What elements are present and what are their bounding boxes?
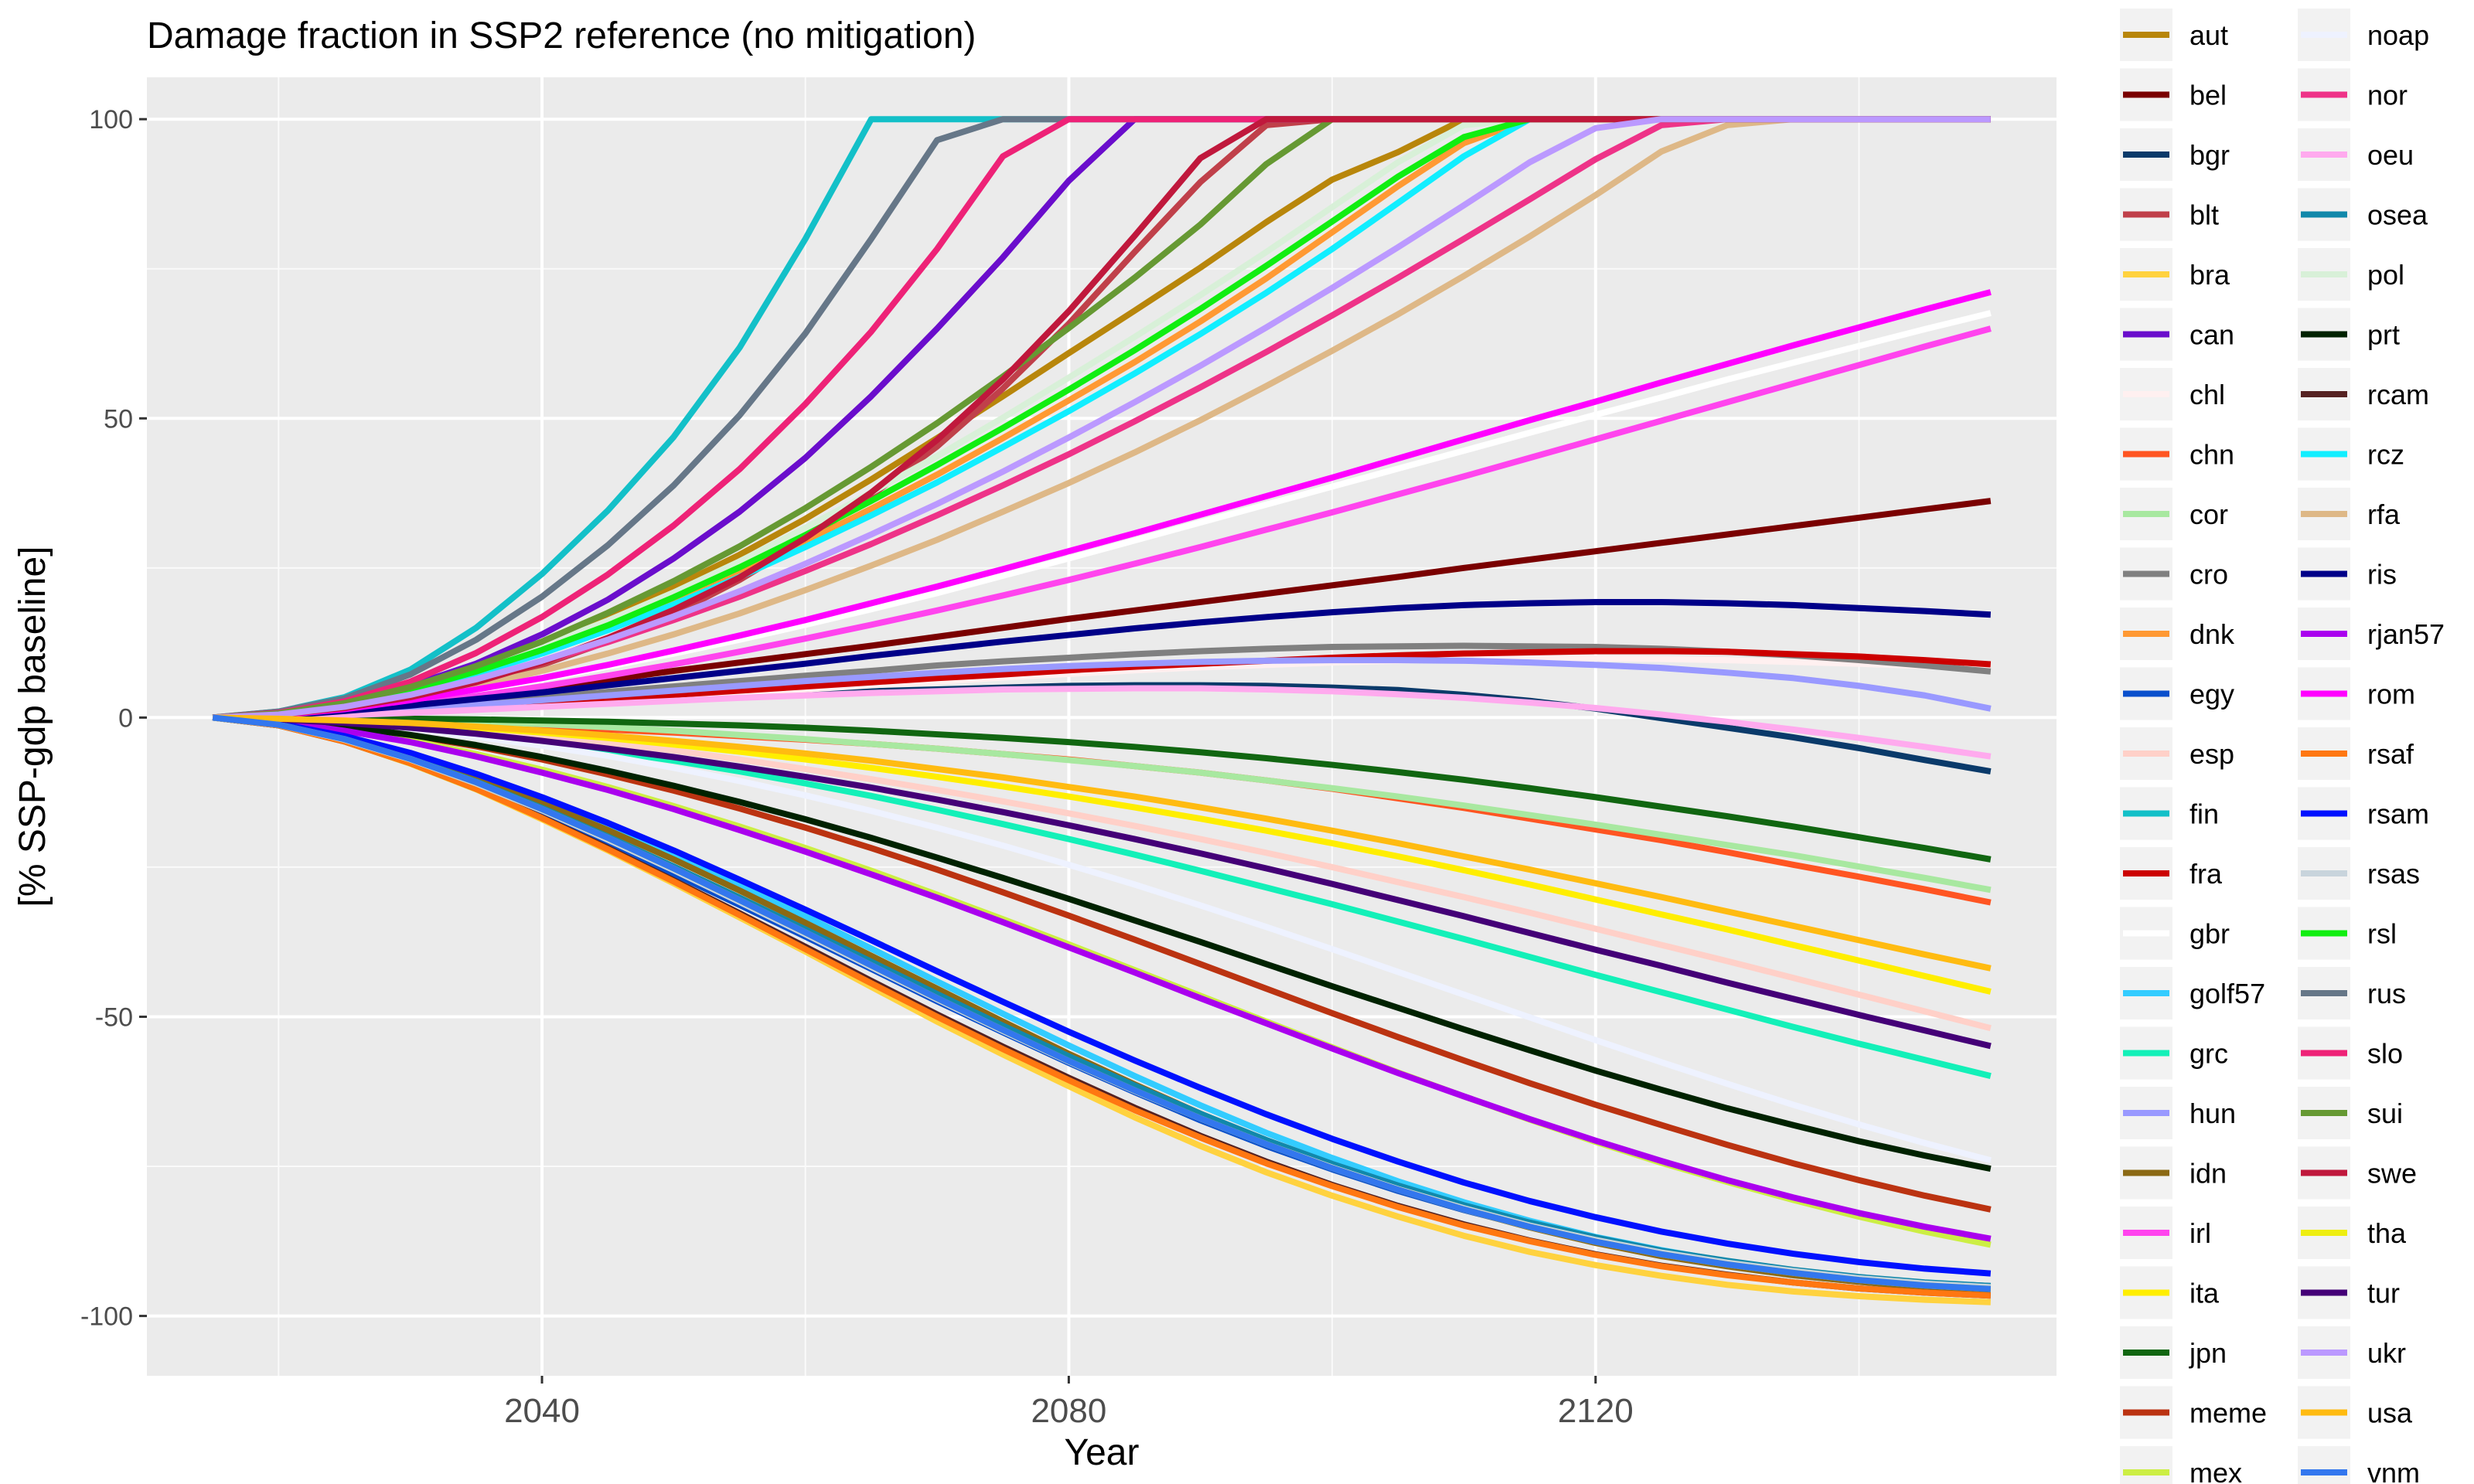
legend-label-rcam: rcam (2367, 379, 2429, 410)
series-line-oeu (213, 685, 1992, 760)
legend-label-fra: fra (2189, 858, 2223, 890)
legend-label-cor: cor (2189, 499, 2228, 530)
legend-label-ris: ris (2367, 559, 2397, 591)
legend-label-rsam: rsam (2367, 798, 2429, 830)
series-line-jpn (213, 714, 1992, 863)
y-tick-label: 0 (118, 703, 133, 733)
legend-label-bgr: bgr (2189, 139, 2230, 171)
legend-label-bra: bra (2189, 259, 2230, 291)
chart-title: Damage fraction in SSP2 reference (no mi… (147, 15, 976, 56)
legend-label-rsaf: rsaf (2367, 738, 2414, 770)
legend-label-idn: idn (2189, 1158, 2227, 1190)
series-line-rsaf (212, 714, 1992, 1299)
x-tick-label: 2040 (504, 1392, 580, 1430)
legend-label-rcz: rcz (2367, 439, 2404, 471)
y-tick-label: -100 (80, 1302, 133, 1332)
legend: aut bel bgr blt bra can chl chn cor cro dnk egy esp f… (2120, 9, 2445, 1484)
y-axis-title: [% SSP-gdp baseline] (12, 546, 53, 907)
series-line-rjan57 (212, 714, 1992, 1242)
legend-label-nor: nor (2367, 80, 2408, 111)
legend-label-bel: bel (2189, 80, 2227, 111)
legend-label-ukr: ukr (2367, 1337, 2406, 1369)
legend-label-osea: osea (2367, 199, 2428, 231)
legend-label-pol: pol (2367, 259, 2404, 291)
legend-label-grc: grc (2189, 1038, 2228, 1070)
legend-label-vnm: vnm (2367, 1457, 2420, 1484)
series-line-noap (213, 714, 1992, 1164)
legend-label-aut: aut (2189, 19, 2228, 51)
legend-label-gbr: gbr (2189, 918, 2230, 950)
series-line-rom (213, 289, 1992, 721)
legend-label-usa: usa (2367, 1397, 2413, 1429)
legend-label-swe: swe (2367, 1158, 2417, 1190)
series-line-irl (213, 325, 1992, 721)
x-tick-label: 2080 (1031, 1392, 1106, 1430)
legend-label-rus: rus (2367, 978, 2406, 1009)
legend-label-rjan57: rjan57 (2367, 618, 2445, 650)
legend-label-cro: cro (2189, 559, 2228, 591)
legend-label-oeu: oeu (2367, 139, 2414, 171)
legend-label-rsl: rsl (2367, 918, 2397, 950)
legend-label-ita: ita (2189, 1278, 2220, 1309)
series-line-hun (213, 657, 1992, 721)
axes: 2040 2080 2120 -100 -50 0 50 100 (80, 105, 1634, 1430)
series-line-ris (213, 598, 1992, 721)
legend-label-rfa: rfa (2367, 499, 2401, 530)
series-line-ukr (212, 116, 1991, 721)
series-line-rsam (212, 714, 1992, 1277)
legend-key-mex (2120, 1446, 2172, 1484)
legend-label-egy: egy (2189, 679, 2234, 710)
legend-label-golf57: golf57 (2189, 978, 2265, 1009)
legend-label-dnk: dnk (2189, 618, 2235, 650)
series-line-usa (213, 714, 1992, 972)
series-line-prt (212, 714, 1992, 1173)
legend-label-noap: noap (2367, 19, 2429, 51)
legend-label-sui: sui (2367, 1098, 2403, 1129)
legend-label-can: can (2189, 319, 2234, 351)
legend-label-chn: chn (2189, 439, 2234, 471)
legend-label-fin: fin (2189, 798, 2219, 830)
y-tick-label: 50 (104, 404, 133, 434)
legend-label-rom: rom (2367, 679, 2415, 710)
legend-label-tur: tur (2367, 1278, 2400, 1309)
legend-label-meme: meme (2189, 1397, 2267, 1429)
legend-label-esp: esp (2189, 738, 2234, 770)
legend-key-vnm (2298, 1446, 2350, 1484)
legend-label-prt: prt (2367, 319, 2400, 351)
legend-label-rsas: rsas (2367, 858, 2420, 890)
series-lines (212, 116, 1992, 1305)
legend-label-mex: mex (2189, 1457, 2242, 1484)
legend-label-slo: slo (2367, 1038, 2403, 1070)
x-tick-label: 2120 (1558, 1392, 1634, 1430)
y-tick-label: -50 (95, 1002, 133, 1032)
series-line-rfa (213, 116, 1991, 721)
series-line-tur (213, 714, 1992, 1050)
x-axis-title: Year (1065, 1432, 1140, 1473)
legend-label-irl: irl (2189, 1217, 2211, 1249)
legend-label-blt: blt (2189, 199, 2219, 231)
legend-label-tha: tha (2367, 1217, 2407, 1249)
series-line-vnm (212, 714, 1992, 1292)
legend-label-chl: chl (2189, 379, 2225, 410)
legend-label-jpn: jpn (2189, 1337, 2227, 1369)
legend-label-hun: hun (2189, 1098, 2236, 1129)
y-tick-label: 100 (89, 105, 133, 134)
